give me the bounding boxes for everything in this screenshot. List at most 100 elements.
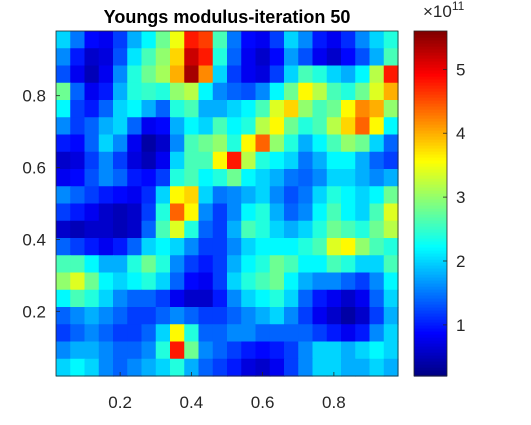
heatmap-cell (141, 341, 157, 360)
heatmap-cell (326, 324, 342, 343)
colorbar-segment (414, 118, 447, 122)
heatmap-cell (198, 186, 214, 205)
heatmap-cell (355, 100, 371, 118)
heatmap-cell (70, 134, 86, 153)
heatmap-cell (56, 48, 71, 67)
heatmap-cell (269, 324, 285, 343)
heatmap-cell (56, 65, 71, 84)
heatmap-cell (170, 238, 185, 256)
heatmap-cell (56, 203, 71, 222)
heatmap-cell (341, 289, 356, 308)
heatmap-cell (355, 151, 371, 170)
heatmap-cell (127, 31, 143, 49)
heatmap-cell (269, 31, 285, 49)
colorbar-segment (414, 319, 447, 323)
heatmap-cell (56, 82, 71, 101)
heatmap-cell (312, 169, 328, 187)
heatmap-cell (298, 358, 314, 377)
heatmap-cell (326, 307, 342, 325)
heatmap-cell (355, 220, 371, 239)
heatmap-cell (170, 324, 185, 343)
heatmap-cell (70, 358, 86, 377)
heatmap-cell (369, 307, 385, 325)
colorbar-segment (414, 34, 447, 38)
heatmap-cell (312, 272, 328, 291)
heatmap-cell (383, 65, 399, 84)
heatmap-cell (141, 65, 157, 84)
heatmap-cell (212, 48, 228, 67)
heatmap-cell (98, 169, 114, 187)
heatmap-cell (198, 203, 214, 222)
heatmap-cell (84, 48, 100, 67)
heatmap-cell (155, 134, 171, 153)
heatmap-cell (326, 117, 342, 136)
heatmap-cell (241, 324, 257, 343)
heatmap-cell (227, 341, 242, 360)
heatmap-cell (170, 82, 185, 101)
heatmap-cell (141, 203, 157, 222)
heatmap-cell (341, 238, 356, 256)
heatmap-cell (241, 169, 257, 187)
chart-title: Youngs modulus-iteration 50 (104, 7, 351, 27)
heatmap-cell (255, 203, 271, 222)
colorbar-segment (414, 364, 447, 368)
heatmap-cell (341, 358, 356, 377)
heatmap-cell (284, 341, 299, 360)
heatmap-cell (170, 169, 185, 187)
heatmap-cell (269, 186, 285, 205)
colorbar-segment (414, 40, 447, 44)
colorbar-segment (414, 322, 447, 326)
heatmap-cell (341, 100, 356, 118)
heatmap-cell (312, 100, 328, 118)
heatmap-cell (241, 117, 257, 136)
heatmap-cell (127, 151, 143, 170)
heatmap-cell (84, 169, 100, 187)
heatmap-cell (56, 186, 71, 205)
heatmap-cell (198, 151, 214, 170)
heatmap-cell (227, 220, 242, 239)
heatmap-cell (227, 31, 242, 49)
heatmap-cell (113, 220, 128, 239)
heatmap-cell (113, 358, 128, 377)
heatmap-cell (84, 358, 100, 377)
heatmap-cell (227, 255, 242, 274)
heatmap-cell (383, 341, 399, 360)
colorbar-segment (414, 253, 447, 257)
heatmap-cell (198, 272, 214, 291)
heatmap-cell (198, 134, 214, 153)
colorbar-segment (414, 85, 447, 89)
heatmap-cell (212, 31, 228, 49)
heatmap-cell (341, 307, 356, 325)
colorbar-segment (414, 238, 447, 242)
heatmap-cell (141, 255, 157, 274)
heatmap-cell (84, 65, 100, 84)
colorbar-segment (414, 199, 447, 203)
heatmap-cell (312, 358, 328, 377)
heatmap-cell (326, 134, 342, 153)
heatmap-cell (369, 186, 385, 205)
heatmap-cell (326, 289, 342, 308)
heatmap-cell (98, 100, 114, 118)
heatmap-cell (284, 117, 299, 136)
heatmap-cell (355, 272, 371, 291)
colorbar-segment (414, 52, 447, 56)
heatmap-cell (98, 307, 114, 325)
heatmap-cell (355, 31, 371, 49)
heatmap-cell (383, 255, 399, 274)
heatmap-cell (355, 203, 371, 222)
heatmap-cell (113, 117, 128, 136)
heatmap-cell (98, 289, 114, 308)
heatmap-cell (284, 151, 299, 170)
heatmap-cell (184, 358, 200, 377)
colorbar-segment (414, 136, 447, 140)
heatmap-cell (70, 31, 86, 49)
colorbar-segment (414, 37, 447, 41)
colorbar-segment (414, 346, 447, 350)
x-axis: 0.2 0.4 0.6 0.8 (108, 372, 346, 412)
colorbar-segment (414, 103, 447, 107)
heatmap-cell (269, 307, 285, 325)
colorbar-segment (414, 316, 447, 320)
heatmap-cell (84, 82, 100, 101)
colorbar-segment (414, 49, 447, 53)
colorbar-segment (414, 97, 447, 101)
